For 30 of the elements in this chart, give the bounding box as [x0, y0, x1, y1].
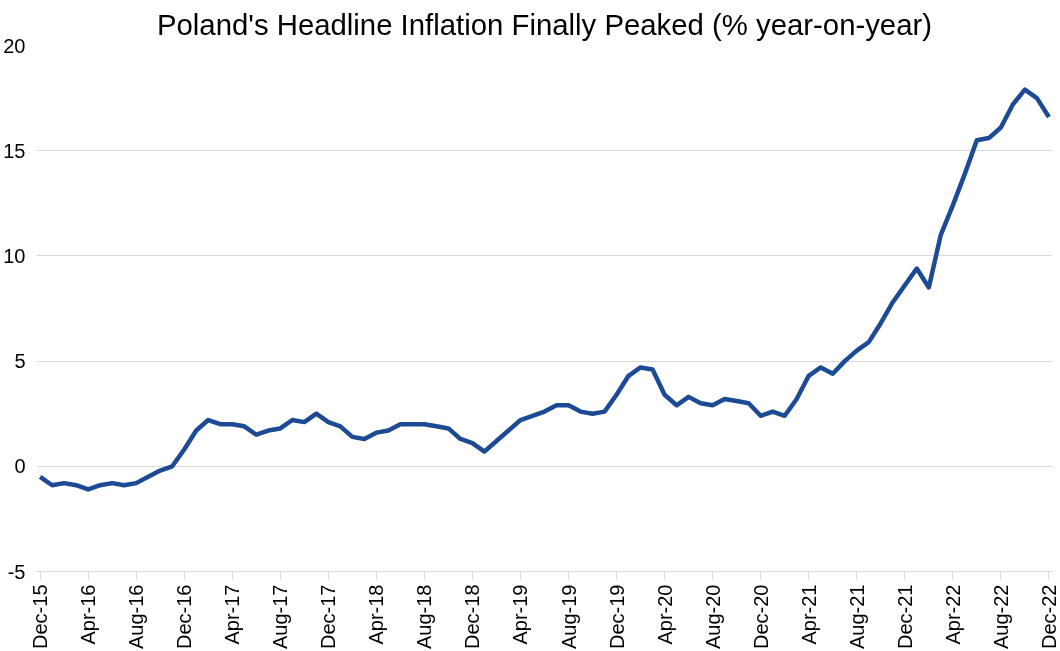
- chart-title: Poland's Headline Inflation Finally Peaked (% year-on-year): [156, 7, 933, 41]
- x-tick-label: Apr-16: [77, 584, 100, 645]
- x-tick-label: Aug-16: [125, 584, 148, 649]
- x-tick-label: Dec-21: [893, 584, 916, 649]
- x-tick-label: Dec-22: [1037, 584, 1060, 649]
- x-tick-label: Aug-19: [557, 584, 580, 649]
- y-tick-label: 10: [3, 244, 26, 267]
- y-tick-label: 0: [14, 455, 26, 478]
- x-tick-label: Apr-17: [221, 584, 244, 645]
- y-tick-label: -5: [7, 560, 26, 583]
- y-tick-label: 15: [3, 139, 26, 162]
- x-tick-label: Dec-19: [605, 584, 628, 649]
- x-tick-label: Aug-17: [269, 584, 292, 649]
- x-tick-label: Aug-20: [701, 584, 724, 649]
- x-tick-label: Apr-20: [653, 584, 676, 645]
- x-tick-label: Apr-18: [365, 584, 388, 645]
- x-tick-label: Aug-18: [413, 584, 436, 649]
- x-tick-label: Dec-15: [29, 584, 52, 649]
- x-tick-label: Aug-22: [989, 584, 1012, 649]
- y-tick-label: 20: [3, 34, 26, 57]
- x-tick-label: Apr-22: [941, 584, 964, 645]
- y-tick-label: 5: [14, 350, 26, 373]
- x-tick-label: Dec-17: [317, 584, 340, 649]
- x-tick-label: Dec-18: [461, 584, 484, 649]
- x-tick-label: Apr-21: [797, 584, 820, 645]
- x-tick-label: Dec-20: [749, 584, 772, 649]
- x-tick-label: Dec-16: [173, 584, 196, 649]
- x-tick-label: Apr-19: [509, 584, 532, 645]
- line-series: [37, 87, 1052, 492]
- x-tick-label: Aug-21: [845, 584, 868, 649]
